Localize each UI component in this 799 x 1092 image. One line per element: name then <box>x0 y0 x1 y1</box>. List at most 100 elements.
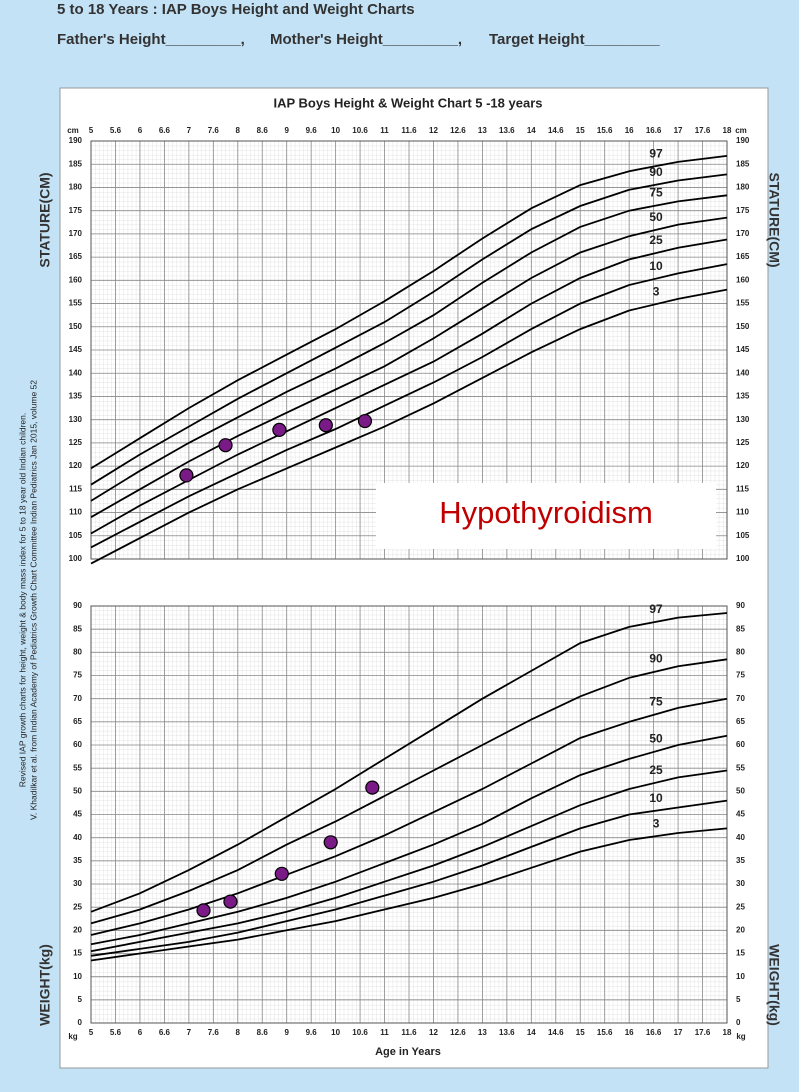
unit-label: cm <box>67 126 79 135</box>
y-tick-label: 160 <box>69 275 83 284</box>
y-tick-label: 165 <box>69 252 83 261</box>
header-title: 5 to 18 Years : IAP Boys Height and Weig… <box>57 1 415 18</box>
plot-frame <box>90 605 728 1024</box>
x-tick-label: 7 <box>187 1028 192 1037</box>
x-tick-label: 14.6 <box>548 1028 564 1037</box>
patient-point <box>318 418 333 433</box>
x-tick-label: 15 <box>576 126 585 135</box>
plots: 5 5.6 6 6.6 7 7.6 8 8.6 9 9.6 10 10.6 11 11.6 12 12.6 13… <box>69 126 750 1037</box>
y-tick-label: 110 <box>736 508 749 517</box>
x-tick-label: 16.6 <box>646 1028 662 1037</box>
percentile-curve <box>90 799 728 957</box>
percentile-curve <box>90 173 728 486</box>
x-tick-label: 13 <box>478 126 487 135</box>
y-tick-label: 45 <box>73 810 82 819</box>
x-tick-label: 17.6 <box>695 126 711 135</box>
x-tick-label: 8.6 <box>257 1028 269 1037</box>
percentile-curve <box>90 263 728 549</box>
x-tick-label: 7.6 <box>208 1028 220 1037</box>
percentile-curve <box>90 769 728 953</box>
x-tick-label: 5 <box>89 1028 94 1037</box>
y-tick-label: 175 <box>736 206 750 215</box>
x-tick-label: 8 <box>236 1028 241 1037</box>
curve-label: 10 <box>649 259 663 273</box>
y-tick-label: 165 <box>736 252 750 261</box>
percentile-curve <box>90 238 728 535</box>
percentile-curve <box>90 697 728 936</box>
y-tick-label: 115 <box>736 484 749 493</box>
x-tick-label: 16 <box>625 126 634 135</box>
y-tick-label: 55 <box>736 763 745 772</box>
y-tick-label: 150 <box>736 322 750 331</box>
x-tick-label: 10 <box>331 126 340 135</box>
y-tick-label: 85 <box>736 624 745 633</box>
y-tick-label: 175 <box>69 206 83 215</box>
patient-point <box>323 835 338 850</box>
y-tick-label: 10 <box>73 972 82 981</box>
x-tick-label: 8 <box>236 126 241 135</box>
y-tick-label: 140 <box>736 368 750 377</box>
y-tick-label: 150 <box>69 322 83 331</box>
y-tick-label: 75 <box>73 671 82 680</box>
x-tick-label: 5.6 <box>110 1028 122 1037</box>
patient-point <box>274 866 289 881</box>
y-tick-label: 25 <box>73 902 82 911</box>
y-axis-label: WEIGHT(kg) <box>766 944 782 1026</box>
annotation: Hypothyroidism <box>439 495 653 530</box>
x-tick-label: 17.6 <box>695 1028 711 1037</box>
y-tick-label: 60 <box>73 740 82 749</box>
x-tick-label: 9.6 <box>306 126 318 135</box>
y-tick-label: 60 <box>736 740 745 749</box>
y-tick-label: 35 <box>736 856 745 865</box>
y-tick-label: 0 <box>736 1018 741 1027</box>
citation: V. Khadilkar et al. from Indian Academy … <box>28 380 38 820</box>
unit-label: kg <box>736 1032 745 1041</box>
x-tick-label: 18 <box>723 126 732 135</box>
x-tick-label: 6.6 <box>159 1028 171 1037</box>
curve-label: 97 <box>649 602 663 616</box>
x-tick-label: 8.6 <box>257 126 269 135</box>
x-tick-label: 15.6 <box>597 126 613 135</box>
percentile-curve <box>90 612 728 913</box>
x-tick-label: 9.6 <box>306 1028 318 1037</box>
y-tick-label: 100 <box>69 554 83 563</box>
patient-point <box>179 468 194 483</box>
y-tick-label: 15 <box>736 949 745 958</box>
y-axis-label: STATURE(CM) <box>766 172 782 267</box>
unit-label: cm <box>735 126 747 135</box>
header-field: Father's Height_________, <box>57 31 245 48</box>
curve-label: 75 <box>649 694 663 708</box>
y-tick-label: 20 <box>73 925 82 934</box>
y-tick-label: 190 <box>69 136 83 145</box>
y-tick-label: 25 <box>736 902 745 911</box>
y-tick-label: 85 <box>73 624 82 633</box>
x-tick-label: 11 <box>380 1028 389 1037</box>
y-tick-label: 80 <box>736 647 745 656</box>
y-tick-label: 145 <box>736 345 750 354</box>
curve-label: 3 <box>653 284 660 298</box>
x-tick-label: 5 <box>89 126 94 135</box>
curve-label: 25 <box>649 233 663 247</box>
y-tick-label: 80 <box>73 647 82 656</box>
y-tick-label: 90 <box>73 601 82 610</box>
x-tick-label: 14 <box>527 1028 536 1037</box>
curve-label: 25 <box>649 763 663 777</box>
y-tick-label: 20 <box>736 925 745 934</box>
curve-label: 97 <box>649 146 663 160</box>
x-tick-label: 7 <box>187 126 192 135</box>
y-tick-label: 130 <box>736 415 750 424</box>
y-tick-label: 40 <box>736 833 745 842</box>
patient-point <box>365 780 380 795</box>
unit-label: kg <box>68 1032 77 1041</box>
y-tick-label: 120 <box>69 461 83 470</box>
y-tick-label: 185 <box>69 159 83 168</box>
x-tick-label: 14.6 <box>548 126 564 135</box>
x-tick-label: 10.6 <box>352 1028 368 1037</box>
curve-label: 75 <box>649 186 663 200</box>
y-tick-label: 160 <box>736 275 750 284</box>
y-tick-label: 170 <box>69 229 83 238</box>
curve-label: 90 <box>649 165 663 179</box>
percentile-curve <box>90 734 728 946</box>
x-tick-label: 17 <box>674 126 683 135</box>
